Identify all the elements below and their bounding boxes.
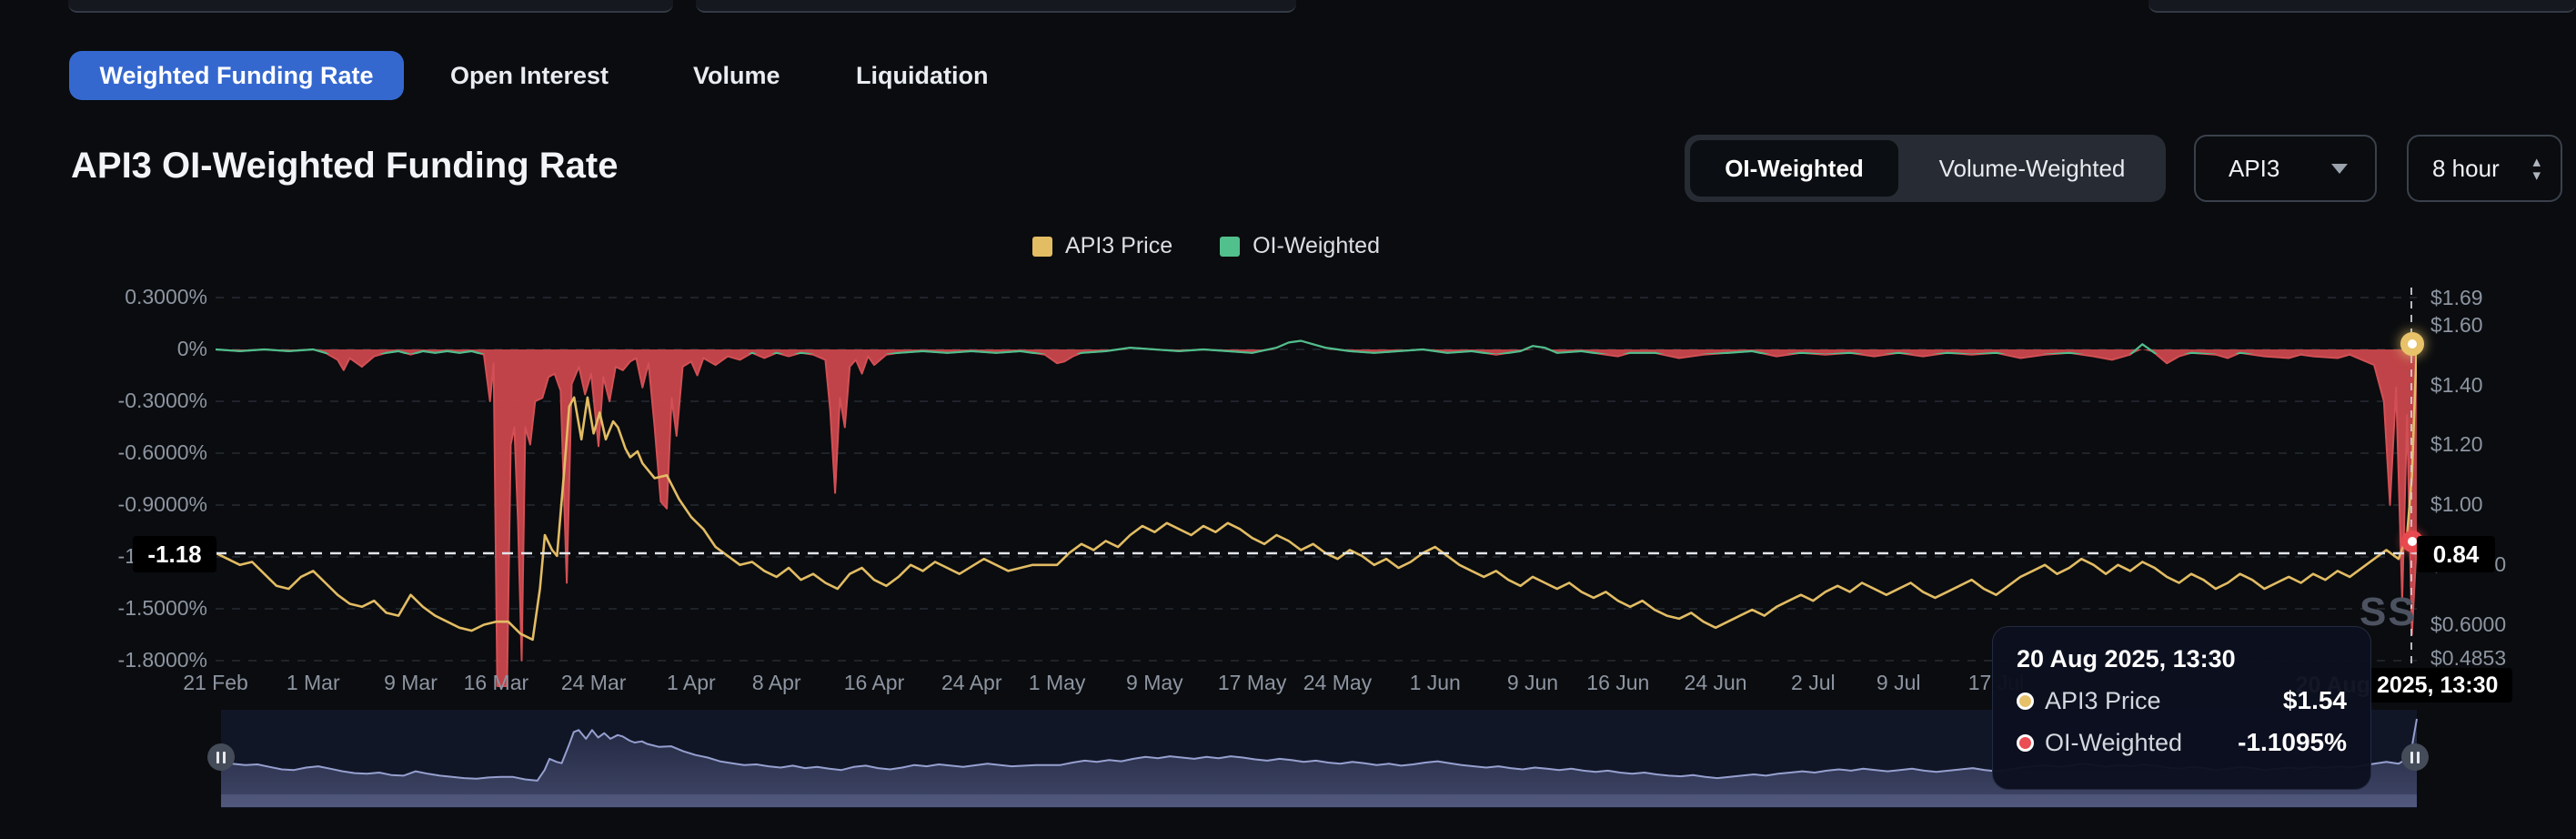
interval-select-value: 8 hour	[2432, 154, 2500, 182]
cropped-top-card-1	[68, 0, 673, 13]
weight-toggle: OI-Weighted Volume-Weighted	[1685, 135, 2166, 202]
chart-legend: API3 Price OI-Weighted	[0, 233, 2412, 259]
cropped-top-card-3	[2148, 0, 2576, 13]
x-axis-tick-label: 16 Jun	[1586, 671, 1650, 694]
legend-label: OI-Weighted	[1253, 233, 1380, 258]
x-axis-tick-label: 2 Jul	[1791, 671, 1836, 694]
tooltip-date: 20 Aug 2025, 13:30	[2017, 645, 2236, 672]
y-axis-right-label: $0.6000	[2430, 612, 2507, 636]
x-axis-tick-label: 1 Jun	[1409, 671, 1461, 694]
tab-open-interest[interactable]: Open Interest	[450, 61, 609, 89]
y-axis-left-label: 0%	[176, 337, 207, 360]
y-axis-right-label: $1.40	[2430, 372, 2483, 397]
legend-item-api3-price[interactable]: API3 Price	[1032, 233, 1172, 259]
x-axis-tick-label: 16 Mar	[463, 671, 529, 694]
y-axis-right-label: $0.4853	[2430, 646, 2507, 671]
y-axis-right-label: $1.00	[2430, 492, 2483, 517]
legend-label: API3 Price	[1065, 233, 1173, 258]
y-axis-right-label: $1.60	[2430, 313, 2483, 337]
oi-weighted-swatch	[1220, 236, 1241, 257]
x-axis-tick-label: 24 Apr	[941, 671, 1002, 694]
y-axis-left-label: -0.6000%	[117, 440, 207, 464]
tooltip-label: OI-Weighted	[2045, 728, 2183, 756]
chart-tooltip: 20 Aug 2025, 13:30 API3 Price $1.54 OI-W…	[1992, 626, 2371, 790]
navigator-right-handle[interactable]	[2401, 743, 2429, 771]
y-axis-left-label: -0.3000%	[117, 389, 207, 412]
tooltip-value: -1.1095%	[2238, 728, 2347, 756]
navigator-left-handle[interactable]	[207, 743, 235, 771]
x-axis-tick-label: 9 Jun	[1506, 671, 1559, 694]
chevron-down-icon	[2331, 163, 2348, 174]
legend-item-oi-weighted[interactable]: OI-Weighted	[1220, 233, 1380, 259]
price-dot-icon	[2017, 692, 2034, 710]
crosshair-left-value: -1.18	[133, 536, 216, 572]
y-axis-left-label: -0.9000%	[117, 492, 207, 516]
tab-volume[interactable]: Volume	[693, 61, 780, 89]
x-axis-tick-label: 9 Mar	[384, 671, 438, 694]
y-axis-right-label: $1.20	[2430, 432, 2483, 457]
tab-liquidation[interactable]: Liquidation	[856, 61, 989, 89]
x-axis-tick-label: 9 May	[1126, 671, 1183, 694]
y-axis-left-label: -1.8000%	[117, 648, 207, 672]
x-axis-tick-label: 24 Jun	[1684, 671, 1747, 694]
x-axis-tick-label: 1 May	[1028, 671, 1086, 694]
x-axis-tick-label: 1 Mar	[286, 671, 340, 694]
coinglass-watermark: SS	[2360, 590, 2417, 634]
crosshair-right-value: 0.84	[2417, 536, 2495, 572]
y-axis-right-label: $1.69	[2430, 286, 2483, 310]
symbol-select[interactable]: API3	[2194, 135, 2377, 202]
y-axis-left-label: -1.5000%	[117, 596, 207, 620]
interval-select[interactable]: 8 hour ▴ ▾	[2407, 135, 2562, 202]
api3-price-swatch	[1032, 236, 1052, 257]
x-axis-tick-label: 16 Apr	[843, 671, 905, 694]
tooltip-row-funding: OI-Weighted -1.1095%	[2017, 728, 2347, 757]
funding-dot-icon	[2017, 733, 2034, 752]
tooltip-value: $1.54	[2282, 686, 2347, 714]
x-axis-tick-label: 1 Apr	[667, 671, 716, 694]
x-axis-tick-label: 8 Apr	[751, 671, 801, 694]
price-last-point-marker	[2400, 332, 2424, 356]
tooltip-label: API3 Price	[2045, 686, 2161, 714]
x-axis-tick-label: 21 Feb	[183, 671, 248, 694]
x-axis-tick-label: 24 Mar	[560, 671, 627, 694]
tooltip-row-price: API3 Price $1.54	[2017, 686, 2347, 715]
x-axis-tick-label: 9 Jul	[1876, 671, 1921, 694]
x-axis-tick-label: 24 May	[1303, 671, 1373, 694]
updown-arrows-icon: ▴ ▾	[2532, 153, 2541, 184]
toggle-volume-weighted[interactable]: Volume-Weighted	[1938, 154, 2126, 182]
toggle-oi-weighted[interactable]: OI-Weighted	[1690, 140, 1898, 197]
symbol-select-value: API3	[2229, 154, 2280, 182]
x-axis-tick-label: 17 May	[1217, 671, 1287, 694]
tab-weighted-funding-rate[interactable]: Weighted Funding Rate	[69, 51, 404, 100]
page-title: API3 OI-Weighted Funding Rate	[71, 146, 619, 186]
y-axis-left-label: 0.3000%	[125, 285, 207, 308]
cropped-top-card-2	[696, 0, 1296, 13]
